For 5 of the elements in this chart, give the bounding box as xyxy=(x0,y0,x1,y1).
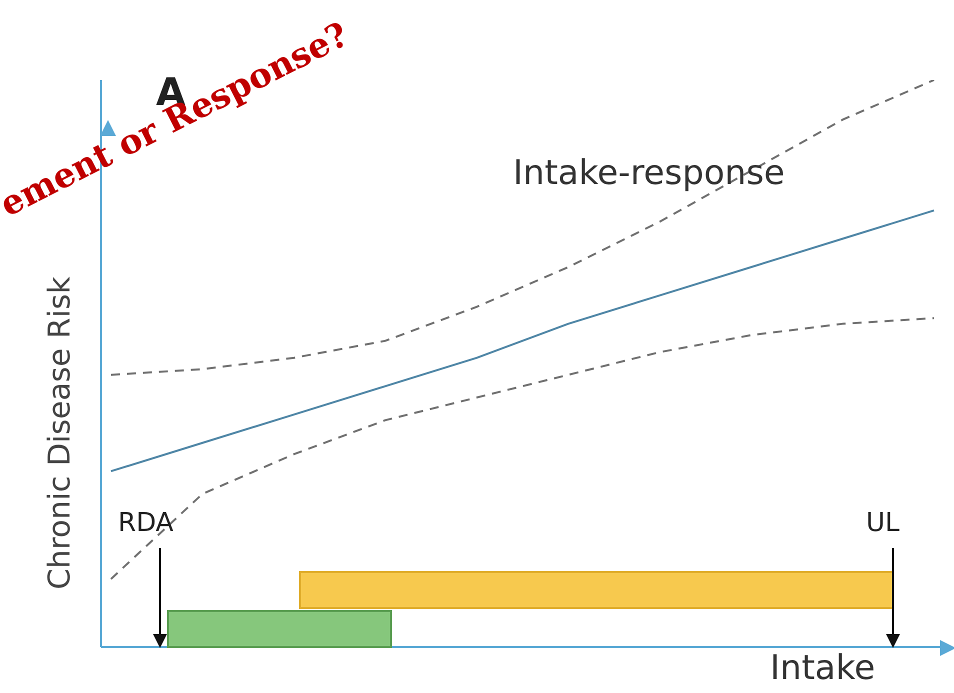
x-axis-title: Intake xyxy=(770,648,876,688)
y-axis-title: Chronic Disease Risk xyxy=(42,276,78,590)
annotation: RDA xyxy=(118,508,174,538)
annotation: UL xyxy=(866,508,900,538)
series-label: Intake-response xyxy=(513,153,785,193)
